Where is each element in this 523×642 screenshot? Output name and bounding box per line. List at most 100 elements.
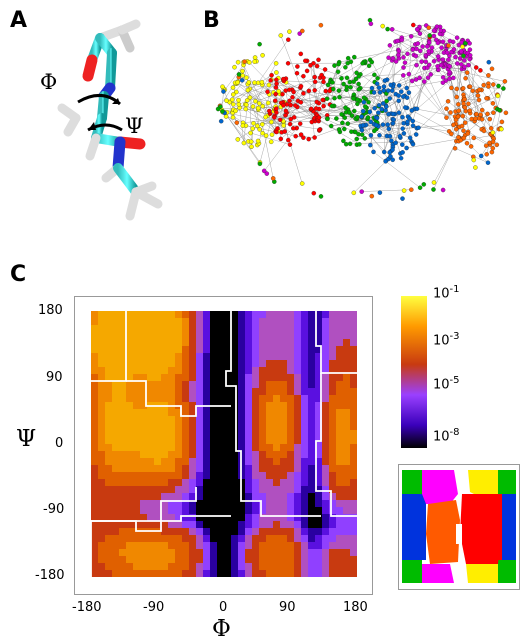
heatmap-cell [182, 465, 190, 473]
heatmap-cell [126, 423, 134, 431]
network-node [362, 136, 368, 141]
network-node [250, 104, 256, 109]
network-node [400, 94, 406, 99]
heatmap-cell [210, 367, 218, 375]
heatmap-cell [175, 444, 183, 452]
heatmap-cell [189, 472, 197, 480]
heatmap-cell [259, 542, 267, 550]
network-node [456, 135, 461, 140]
heatmap-cell [182, 332, 190, 340]
heatmap-cell [119, 381, 127, 389]
network-node [368, 21, 374, 27]
heatmap-cell [154, 353, 162, 361]
heatmap-cell [98, 528, 106, 536]
heatmap-cell [210, 493, 218, 501]
network-node [381, 149, 387, 155]
heatmap-cell [161, 416, 169, 424]
heatmap-cell [266, 409, 274, 417]
heatmap-cell [182, 402, 190, 410]
heatmap-cell [266, 444, 274, 452]
heatmap-cell [175, 409, 183, 417]
heatmap-cell [350, 339, 357, 347]
heatmap-cell [350, 318, 357, 326]
heatmap-cell [217, 346, 225, 354]
heatmap-cell [154, 339, 162, 347]
heatmap-cell [343, 409, 351, 417]
heatmap-cell [217, 500, 225, 508]
heatmap-cell [259, 549, 267, 557]
heatmap-cell [210, 521, 218, 529]
network-node [479, 107, 485, 113]
heatmap-cell [175, 346, 183, 354]
network-node [386, 55, 391, 60]
heatmap-cell [105, 381, 113, 389]
heatmap-cell [336, 444, 344, 452]
heatmap-cell [196, 430, 204, 438]
network-node [379, 106, 384, 112]
heatmap-cell [343, 430, 351, 438]
heatmap-cell [175, 381, 183, 389]
heatmap-cell [126, 374, 134, 382]
heatmap-cell [252, 465, 260, 473]
heatmap-cell [322, 311, 330, 319]
heatmap-cell [175, 332, 183, 340]
heatmap-cell [196, 360, 204, 368]
heatmap-cell [112, 514, 120, 522]
heatmap-cell [119, 311, 127, 319]
heatmap-cell [308, 479, 316, 487]
heatmap-cell [231, 430, 239, 438]
heatmap-cell [112, 423, 120, 431]
network-node [440, 80, 446, 85]
network-node [252, 59, 257, 64]
heatmap-cell [259, 325, 267, 333]
heatmap-cell [133, 395, 141, 403]
heatmap-cell [161, 458, 169, 466]
heatmap-cell [210, 472, 218, 480]
heatmap-cell [126, 458, 134, 466]
heatmap-cell [161, 360, 169, 368]
heatmap-cell [315, 507, 323, 515]
heatmap-cell [301, 339, 309, 347]
heatmap-cell [203, 318, 211, 326]
heatmap-cell [147, 346, 155, 354]
heatmap-cell [245, 542, 253, 550]
heatmap-cell [280, 542, 288, 550]
heatmap-cell [301, 430, 309, 438]
network-node [351, 96, 356, 101]
heatmap-cell [294, 486, 302, 494]
phi-angle-label: Φ [40, 70, 58, 94]
heatmap-cell [203, 311, 211, 319]
network-node [336, 127, 342, 132]
heatmap-cell [266, 556, 274, 564]
heatmap-cell [224, 353, 232, 361]
network-node [276, 89, 281, 94]
heatmap-cell [210, 346, 218, 354]
heatmap-cell [273, 360, 281, 368]
network-node [403, 105, 408, 110]
heatmap-cell [98, 521, 106, 529]
heatmap-cell [133, 381, 141, 389]
heatmap-cell [266, 395, 274, 403]
heatmap-cell [140, 346, 148, 354]
heatmap-cell [98, 486, 106, 494]
heatmap-cell [196, 486, 204, 494]
heatmap-cell [105, 374, 113, 382]
heatmap-cell [224, 465, 232, 473]
heatmap-cell [112, 430, 120, 438]
network-node [347, 141, 353, 147]
heatmap-cell [294, 367, 302, 375]
network-node [342, 126, 347, 132]
network-node [295, 64, 300, 69]
network-node [274, 81, 279, 86]
heatmap-cell [112, 318, 120, 326]
heatmap-cell [210, 339, 218, 347]
heatmap-cell [210, 500, 218, 508]
heatmap-cell [308, 353, 316, 361]
heatmap-cell [91, 346, 99, 354]
heatmap-cell [189, 465, 197, 473]
heatmap-cell [175, 563, 183, 571]
heatmap-cell [147, 395, 155, 403]
heatmap-cell [175, 570, 183, 577]
network-node [318, 22, 324, 28]
network-node [414, 62, 419, 68]
